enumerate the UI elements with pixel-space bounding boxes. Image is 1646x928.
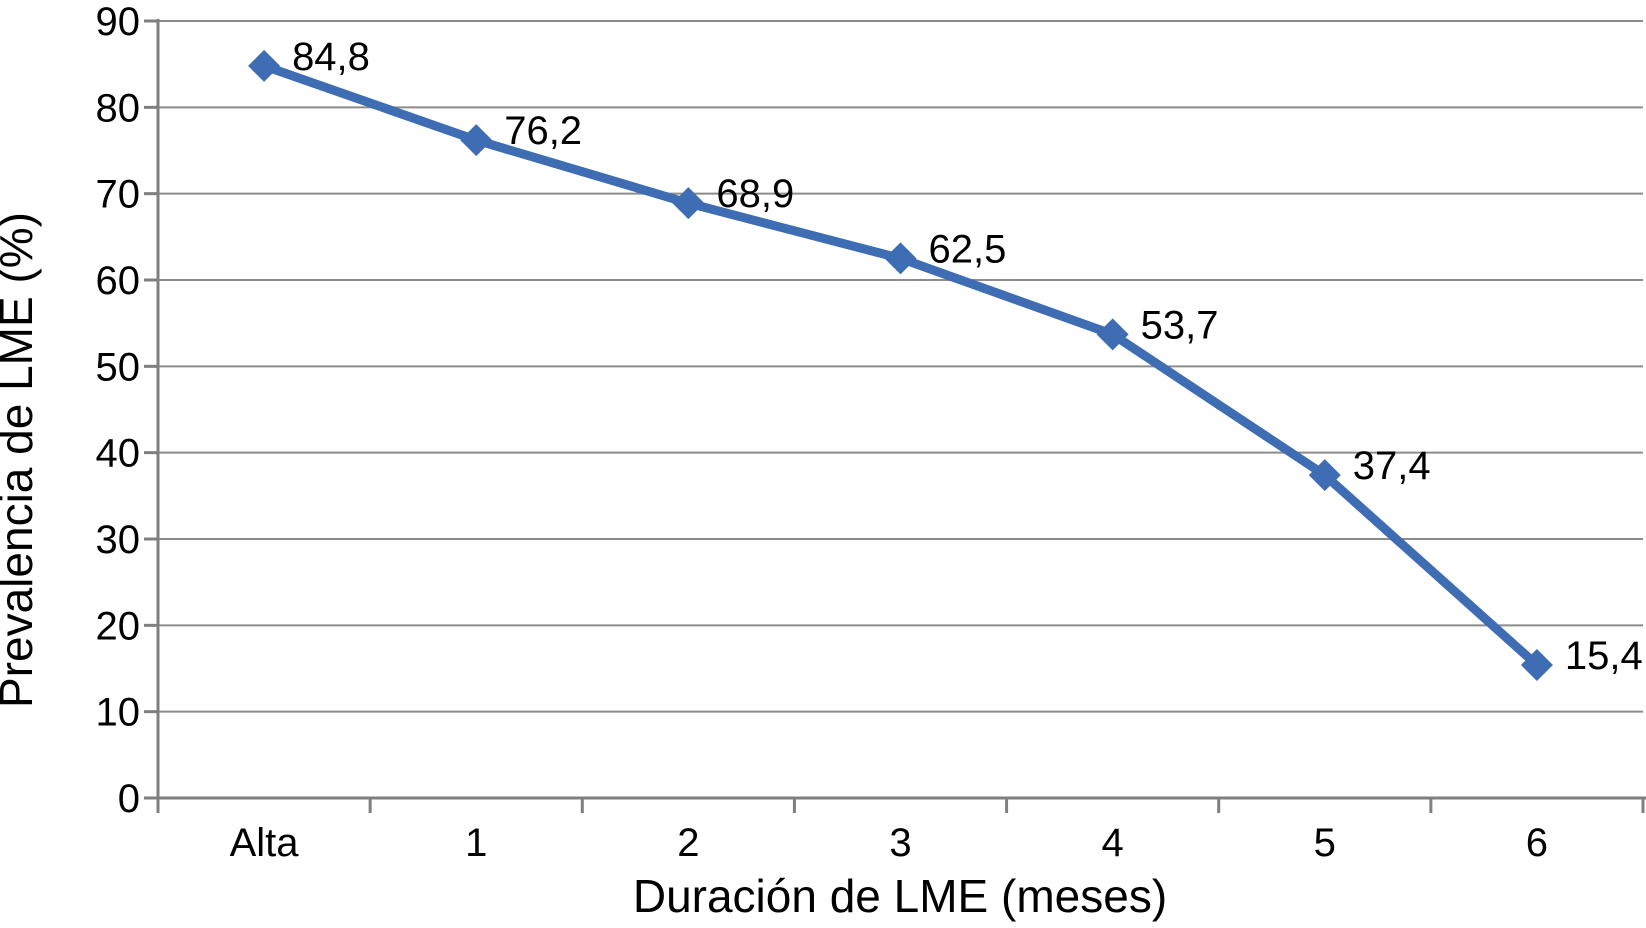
data-point-marker <box>460 124 493 157</box>
x-tick-label: Alta <box>230 821 300 865</box>
data-point-marker <box>672 187 705 220</box>
y-axis-tick-labels: 0 10 20 30 40 50 60 70 80 90 <box>96 0 141 821</box>
data-point-label: 37,4 <box>1353 444 1431 488</box>
data-point-label: 62,5 <box>929 227 1007 271</box>
data-point-label: 84,8 <box>292 35 370 79</box>
data-point-label: 15,4 <box>1565 634 1643 678</box>
data-point-label: 68,9 <box>716 172 794 216</box>
x-tick-label: 6 <box>1526 821 1548 865</box>
y-tick-label: 60 <box>96 259 141 303</box>
x-axis-tick-labels: Alta 1 2 3 4 5 6 <box>230 821 1548 865</box>
y-tick-label: 20 <box>96 604 141 648</box>
x-tick-label: 5 <box>1314 821 1336 865</box>
axes <box>144 19 1646 813</box>
x-tick-label: 3 <box>889 821 911 865</box>
data-point-marker <box>884 242 917 275</box>
data-point-label: 53,7 <box>1141 303 1219 347</box>
x-tick-label: 2 <box>677 821 699 865</box>
y-tick-label: 0 <box>118 777 140 821</box>
y-axis-title: Prevalencia de LME (%) <box>0 212 42 708</box>
data-labels: 84,8 76,2 68,9 62,5 53,7 37,4 15,4 <box>292 35 1643 678</box>
x-tick-label: 1 <box>465 821 487 865</box>
y-tick-label: 50 <box>96 345 141 389</box>
x-axis-title: Duración de LME (meses) <box>633 870 1167 922</box>
y-tick-label: 80 <box>96 86 141 130</box>
data-point-label: 76,2 <box>504 109 582 153</box>
y-tick-label: 30 <box>96 518 141 562</box>
y-tick-label: 10 <box>96 691 141 735</box>
y-tick-label: 40 <box>96 432 141 476</box>
y-tick-label: 90 <box>96 0 141 44</box>
y-tick-label: 70 <box>96 173 141 217</box>
x-tick-label: 4 <box>1102 821 1124 865</box>
data-point-marker <box>248 49 281 82</box>
data-point-marker <box>1096 318 1129 351</box>
gridlines <box>158 20 1643 713</box>
series-markers <box>248 49 1553 682</box>
data-point-marker <box>1308 459 1341 492</box>
data-point-marker <box>1520 649 1553 682</box>
